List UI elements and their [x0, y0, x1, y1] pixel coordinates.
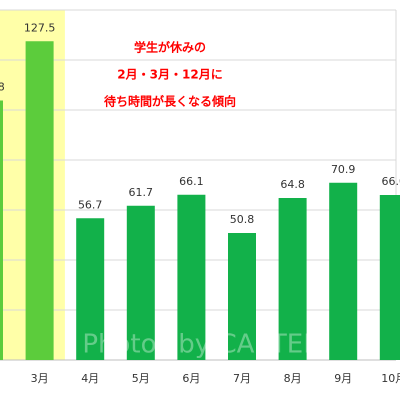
x-tick-label: 6月	[182, 372, 200, 385]
annotation: 学生が休みの	[134, 40, 206, 55]
bar	[0, 100, 3, 360]
annotation: 2月・3月・12月に	[117, 68, 222, 82]
bar	[379, 195, 400, 360]
data-label: 103.8	[0, 81, 5, 94]
data-label: 66.1	[179, 175, 204, 188]
data-label: 61.7	[129, 186, 154, 199]
bar	[177, 194, 206, 360]
data-label: 70.9	[331, 163, 356, 176]
x-tick-label: 7月	[233, 372, 251, 385]
bar	[278, 198, 307, 360]
bar	[228, 233, 256, 360]
data-label: 127.5	[24, 21, 56, 34]
x-tick-label: 3月	[31, 372, 49, 385]
bar	[126, 205, 155, 360]
data-label: 50.8	[230, 213, 255, 226]
data-label: 66.0	[382, 175, 400, 188]
x-tick-label: 4月	[81, 372, 99, 385]
bar	[329, 182, 358, 360]
bar	[76, 218, 105, 360]
bar	[25, 41, 54, 360]
annotation: 待ち時間が長くなる傾向	[104, 94, 236, 109]
data-label: 64.8	[280, 178, 305, 191]
watermark: Photos by CASTEL	[82, 330, 318, 360]
data-label: 56.7	[78, 198, 103, 211]
x-tick-label: 10月	[381, 372, 400, 385]
x-tick-label: 5月	[132, 372, 150, 385]
x-tick-label: 8月	[284, 372, 302, 385]
x-tick-label: 9月	[334, 372, 352, 385]
